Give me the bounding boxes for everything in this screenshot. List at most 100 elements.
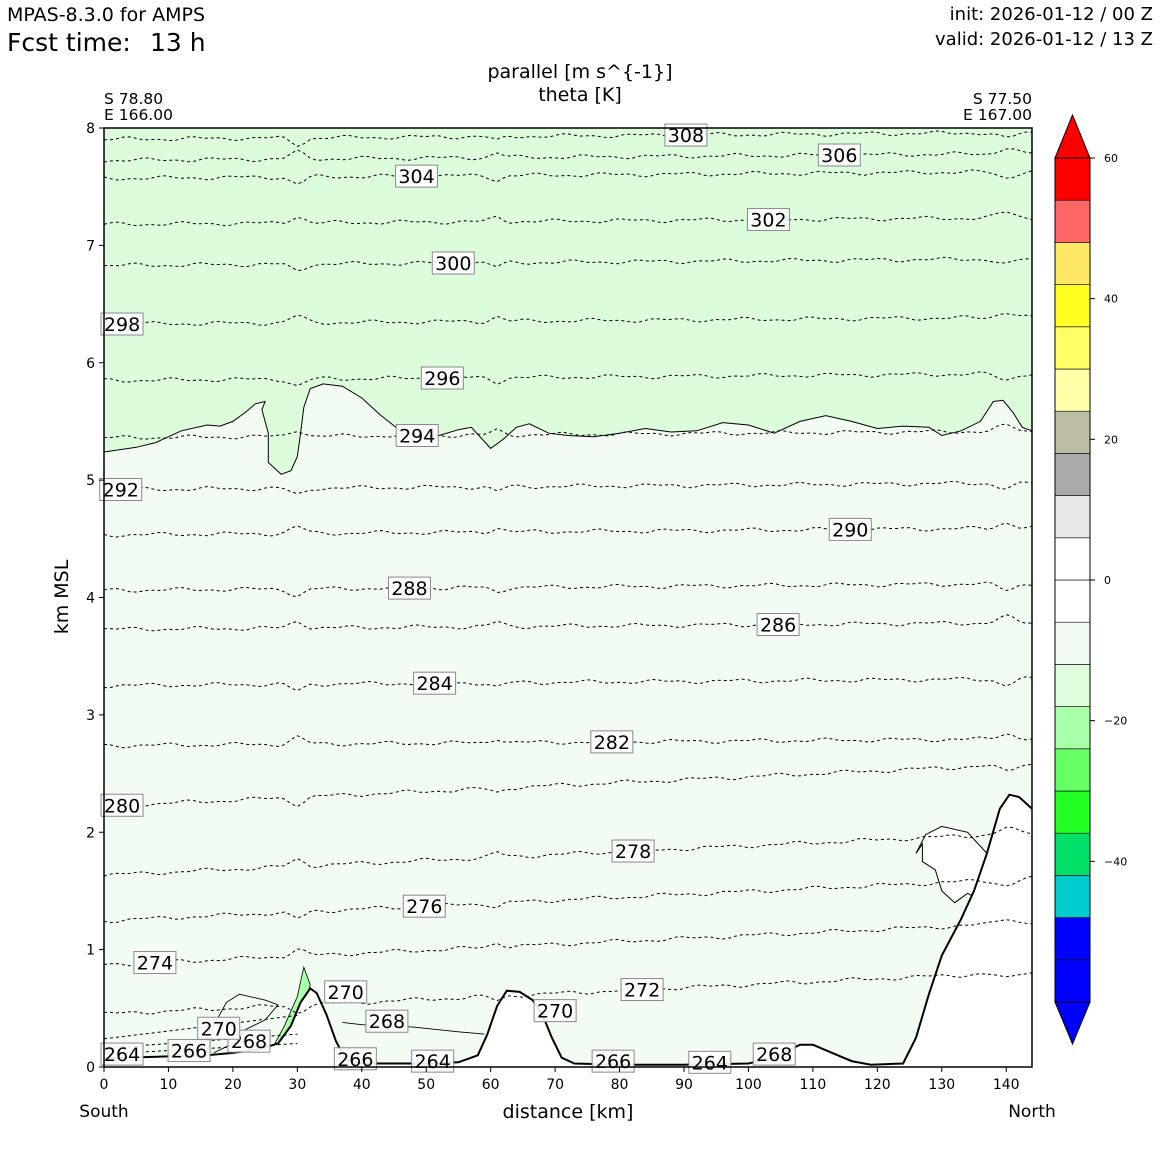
- theta-contour-292: [103, 480, 1033, 495]
- colorbar-under-arrow: [1054, 1001, 1091, 1046]
- theta-contour-272: [104, 972, 1033, 1015]
- contour-label-text: 270: [201, 1018, 237, 1040]
- contour-label-text: 270: [537, 1001, 573, 1023]
- theta-label-298: 298: [100, 312, 144, 336]
- forecast-time-label: Fcst time:: [7, 28, 131, 57]
- colorbar-bin: [1054, 832, 1091, 876]
- colorbar-bin: [1054, 410, 1091, 454]
- contour-label-text: 266: [171, 1041, 207, 1063]
- contour-label-text: 276: [406, 896, 442, 918]
- contour-label-text: 268: [369, 1011, 405, 1033]
- contour-label-text: 272: [624, 980, 660, 1002]
- colorbar-bin: [1054, 790, 1091, 834]
- init-time: init: 2026-01-12 / 00 Z: [949, 4, 1153, 25]
- contour-label-text: 292: [103, 480, 139, 502]
- contour-label-text: 280: [104, 795, 140, 817]
- theta-label-302: 302: [746, 208, 790, 232]
- colorbar-bin: [1054, 326, 1091, 370]
- x-tick-label: 50: [417, 1077, 435, 1093]
- colorbar: −40 −20 0 20 40 60: [1054, 113, 1127, 1046]
- theta-label-276: 276: [402, 894, 446, 918]
- x-tick-label: 20: [224, 1077, 242, 1093]
- colorbar-tick-label: −40: [1104, 855, 1127, 868]
- colorbar-tick-label: 0: [1104, 574, 1111, 587]
- theta-label-280: 280: [100, 793, 144, 817]
- contour-label-text: 308: [668, 125, 704, 147]
- y-tick-label: 6: [86, 356, 95, 372]
- contour-label-text: 284: [416, 673, 452, 695]
- theta-contour-294: [103, 423, 1033, 440]
- colorbar-bin: [1054, 748, 1091, 792]
- x-axis-label: distance [km]: [503, 1101, 634, 1123]
- theta-contour-284: [103, 676, 1033, 692]
- theta-inline-label: 270: [533, 999, 577, 1023]
- y-axis-label: km MSL: [51, 559, 73, 634]
- colorbar-bin: [1054, 495, 1091, 539]
- y-tick-label: 1: [86, 943, 95, 959]
- left-end-lon: E 166.00: [104, 106, 173, 124]
- x-tick-label: 0: [100, 1077, 109, 1093]
- south-label: South: [79, 1102, 128, 1122]
- theta-contour-308: [103, 130, 1032, 148]
- x-tick-label: 30: [288, 1077, 306, 1093]
- theta-label-286: 286: [756, 612, 800, 636]
- colorbar-bin: [1054, 368, 1091, 412]
- colorbar-bin: [1054, 959, 1091, 1003]
- contour-label-text: 278: [615, 841, 651, 863]
- contour-label-text: 302: [750, 210, 786, 232]
- colorbar-bin: [1054, 917, 1091, 961]
- x-tick-label: 130: [928, 1077, 955, 1093]
- contour-label-text: 306: [821, 145, 857, 167]
- x-tick-label: 10: [160, 1077, 178, 1093]
- theta-contour-282: [103, 733, 1033, 749]
- theta-label-290: 290: [828, 517, 872, 541]
- y-tick-label: 3: [86, 708, 95, 724]
- contour-label-text: 264: [104, 1044, 140, 1066]
- theta-contour-296: [103, 371, 1033, 387]
- contour-label-text: 304: [398, 166, 434, 188]
- theta-contour-280: [103, 763, 1033, 808]
- x-tick-label: 120: [864, 1077, 891, 1093]
- theta-contour-306: [103, 148, 1033, 163]
- theta-inline-label: 266: [591, 1049, 635, 1073]
- theta-label-306: 306: [817, 143, 861, 167]
- theta-label-270: 270: [197, 1016, 241, 1040]
- theta-inline-label: 266: [333, 1047, 377, 1071]
- contour-label-text: 296: [424, 368, 460, 390]
- theta-contour-286: [103, 614, 1033, 632]
- chart-title-line1: parallel [m s^{-1}]: [487, 61, 672, 83]
- theta-inline-label: 268: [365, 1009, 409, 1033]
- colorbar-bin: [1054, 664, 1091, 707]
- theta-inline-label: 268: [752, 1042, 796, 1066]
- y-tick-label: 8: [86, 121, 95, 137]
- contour-label-text: 270: [328, 982, 364, 1004]
- colorbar-bin: [1054, 537, 1091, 581]
- contour-label-text: 266: [337, 1049, 373, 1071]
- model-name: MPAS-8.3.0 for AMPS: [7, 4, 206, 26]
- theta-contour-276: [103, 875, 1033, 924]
- contour-label-text: 290: [832, 519, 868, 541]
- colorbar-bin: [1054, 706, 1091, 750]
- contour-label-text: 294: [399, 426, 435, 448]
- y-tick-label: 2: [86, 825, 95, 841]
- theta-inline-label: 264: [688, 1050, 732, 1074]
- theta-label-288: 288: [387, 576, 431, 600]
- colorbar-tick-label: 20: [1104, 433, 1118, 446]
- x-tick-label: 100: [735, 1077, 762, 1093]
- colorbar-tick-label: −20: [1104, 715, 1127, 728]
- contour-label-text: 282: [594, 732, 630, 754]
- colorbar-bin: [1054, 579, 1091, 623]
- theta-label-294: 294: [395, 424, 439, 448]
- x-tick-label: 80: [611, 1077, 629, 1093]
- x-tick-label: 70: [546, 1077, 564, 1093]
- theta-label-296: 296: [420, 366, 464, 390]
- theta-contours: [103, 130, 1033, 1055]
- contour-label-text: 288: [391, 578, 427, 600]
- colorbar-tick-label: 60: [1104, 152, 1118, 165]
- theta-label-278: 278: [611, 839, 655, 863]
- north-label: North: [1008, 1102, 1056, 1122]
- x-tick-label: 110: [800, 1077, 827, 1093]
- left-end-lat: S 78.80: [104, 90, 163, 108]
- x-tick-label: 90: [675, 1077, 693, 1093]
